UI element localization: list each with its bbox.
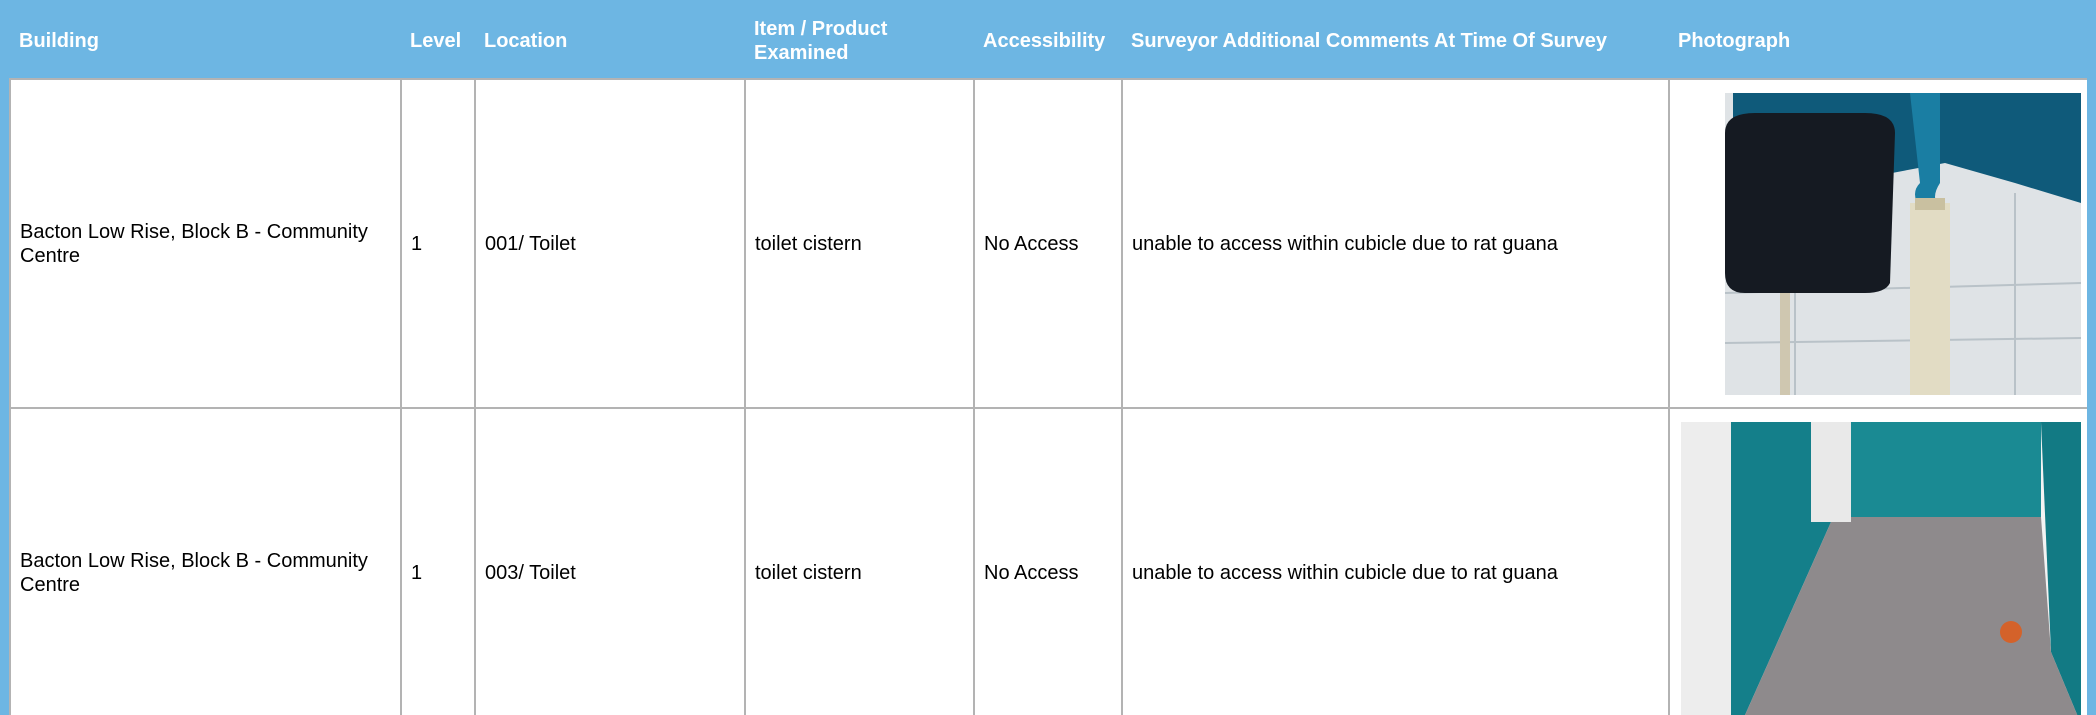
header-cell: Building [10, 3, 401, 79]
cell: unable to access within cubicle due to r… [1121, 407, 1670, 715]
photograph [1681, 421, 2081, 715]
photo-cell [1668, 78, 2087, 409]
header-cell: Location [475, 3, 745, 79]
row: Bacton Low Rise, Block B - Community Cen… [9, 407, 2087, 715]
header-row: Building Level Location Item / Product E… [10, 3, 2087, 79]
table-container: Building Level Location Item / Product E… [9, 3, 2087, 715]
cell: 1 [400, 407, 476, 715]
cell: Bacton Low Rise, Block B - Community Cen… [9, 78, 402, 409]
cell: Bacton Low Rise, Block B - Community Cen… [9, 407, 402, 715]
row: Bacton Low Rise, Block B - Community Cen… [9, 78, 2087, 409]
cell: toilet cistern [744, 407, 975, 715]
header-cell: Surveyor Additional Comments At Time Of … [1122, 3, 1669, 79]
survey-table: Building Level Location Item / Product E… [9, 3, 2087, 715]
photo-cell [1668, 407, 2087, 715]
cell: No Access [973, 78, 1123, 409]
header-cell: Item / Product Examined [745, 3, 974, 79]
cell: 1 [400, 78, 476, 409]
header-cell: Photograph [1669, 3, 2087, 79]
header-cell: Accessibility [974, 3, 1122, 79]
cell: No Access [973, 407, 1123, 715]
cell: 003/ Toilet [474, 407, 746, 715]
photograph [1724, 92, 2081, 395]
cell: 001/ Toilet [474, 78, 746, 409]
cell: unable to access within cubicle due to r… [1121, 78, 1670, 409]
cell: toilet cistern [744, 78, 975, 409]
header-cell: Level [401, 3, 475, 79]
